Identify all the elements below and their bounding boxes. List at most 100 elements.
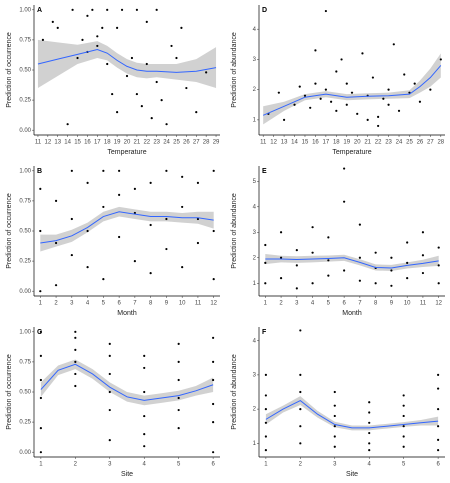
- data-point: [70, 253, 73, 257]
- data-point: [413, 82, 416, 85]
- data-point: [177, 396, 180, 400]
- y-tick-label: 1.00: [19, 168, 31, 174]
- x-tick-label: 19: [114, 140, 121, 146]
- x-tick-label: 6: [342, 301, 346, 307]
- data-point: [212, 402, 215, 406]
- data-point: [102, 205, 105, 209]
- data-point: [177, 342, 180, 345]
- x-tick-label: 6: [211, 462, 215, 468]
- data-point: [295, 249, 298, 252]
- x-tick-label: 27: [427, 140, 434, 146]
- data-point: [212, 360, 215, 364]
- x-tick-label: 11: [420, 301, 427, 307]
- data-point: [71, 8, 74, 11]
- y-axis-title: Prediction of occurrence: [6, 354, 13, 430]
- x-tick-label: 14: [291, 140, 298, 146]
- x-axis-title: Temperature: [107, 149, 146, 156]
- data-point: [196, 241, 200, 245]
- x-tick-label: 13: [54, 140, 61, 146]
- x-tick-label: 4: [368, 462, 372, 468]
- data-point: [143, 414, 146, 418]
- data-point: [295, 287, 298, 290]
- data-point: [39, 396, 42, 400]
- data-point: [39, 290, 42, 293]
- data-point: [279, 277, 283, 280]
- data-point: [39, 427, 42, 430]
- data-point: [150, 117, 153, 120]
- data-point: [177, 378, 180, 382]
- data-point: [143, 354, 146, 357]
- x-tick-label: 28: [437, 140, 444, 146]
- x-tick-label: 4: [311, 301, 315, 307]
- y-tick-label: 0.50: [19, 229, 31, 235]
- data-point: [327, 274, 330, 277]
- panel-label: C: [37, 329, 42, 336]
- data-point: [406, 277, 409, 280]
- data-point: [366, 118, 369, 121]
- data-point: [74, 336, 77, 339]
- data-point: [402, 404, 405, 407]
- data-point: [418, 100, 422, 103]
- data-point: [299, 442, 302, 445]
- x-tick-label: 2: [54, 301, 58, 307]
- x-tick-label: 9: [165, 301, 169, 307]
- data-point: [74, 348, 77, 351]
- data-point: [382, 97, 385, 100]
- x-tick-label: 27: [193, 140, 200, 146]
- x-tick-label: 5: [402, 462, 406, 468]
- data-point: [108, 439, 111, 442]
- data-point: [106, 62, 109, 66]
- data-point: [437, 246, 440, 249]
- data-point: [264, 373, 267, 376]
- data-point: [106, 8, 109, 11]
- data-point: [437, 264, 440, 267]
- y-tick-label: 4: [253, 338, 257, 344]
- x-tick-label: 16: [312, 140, 319, 146]
- data-point: [390, 269, 393, 272]
- y-tick-label: 1.00: [19, 329, 31, 335]
- data-point: [180, 26, 183, 29]
- data-point: [387, 103, 390, 106]
- y-tick-label: 0.00: [19, 289, 31, 295]
- data-point: [368, 431, 371, 435]
- data-point: [264, 449, 267, 452]
- data-point: [314, 82, 317, 85]
- x-tick-label: 7: [358, 301, 362, 307]
- y-tick-label: 0.50: [19, 68, 31, 74]
- data-point: [392, 43, 395, 46]
- data-point: [116, 111, 119, 114]
- x-tick-label: 28: [203, 140, 210, 146]
- data-point: [212, 278, 215, 281]
- x-tick-label: 8: [149, 301, 153, 307]
- x-tick-label: 12: [270, 140, 277, 146]
- data-point: [387, 88, 390, 91]
- data-point: [143, 366, 146, 370]
- data-point: [437, 282, 440, 285]
- data-point: [91, 8, 94, 11]
- data-point: [368, 449, 371, 452]
- data-point: [96, 44, 99, 48]
- data-point: [397, 109, 401, 112]
- data-point: [145, 62, 148, 66]
- data-point: [165, 123, 168, 126]
- data-point: [295, 264, 298, 267]
- x-tick-label: 10: [179, 301, 186, 307]
- x-tick-label: 11: [35, 140, 42, 146]
- data-point: [74, 330, 77, 333]
- x-tick-label: 29: [213, 140, 220, 146]
- x-tick-label: 17: [94, 140, 101, 146]
- data-point: [145, 20, 148, 23]
- data-point: [41, 38, 45, 42]
- x-axis-title: Month: [117, 310, 137, 317]
- x-tick-label: 2: [74, 462, 78, 468]
- data-point: [175, 56, 178, 60]
- data-point: [102, 278, 105, 281]
- data-point: [165, 247, 168, 251]
- data-point: [368, 421, 371, 424]
- x-tick-label: 1: [39, 301, 43, 307]
- data-point: [155, 8, 158, 11]
- data-point: [406, 261, 409, 264]
- data-point: [177, 408, 180, 412]
- x-axis-title: Site: [121, 471, 133, 478]
